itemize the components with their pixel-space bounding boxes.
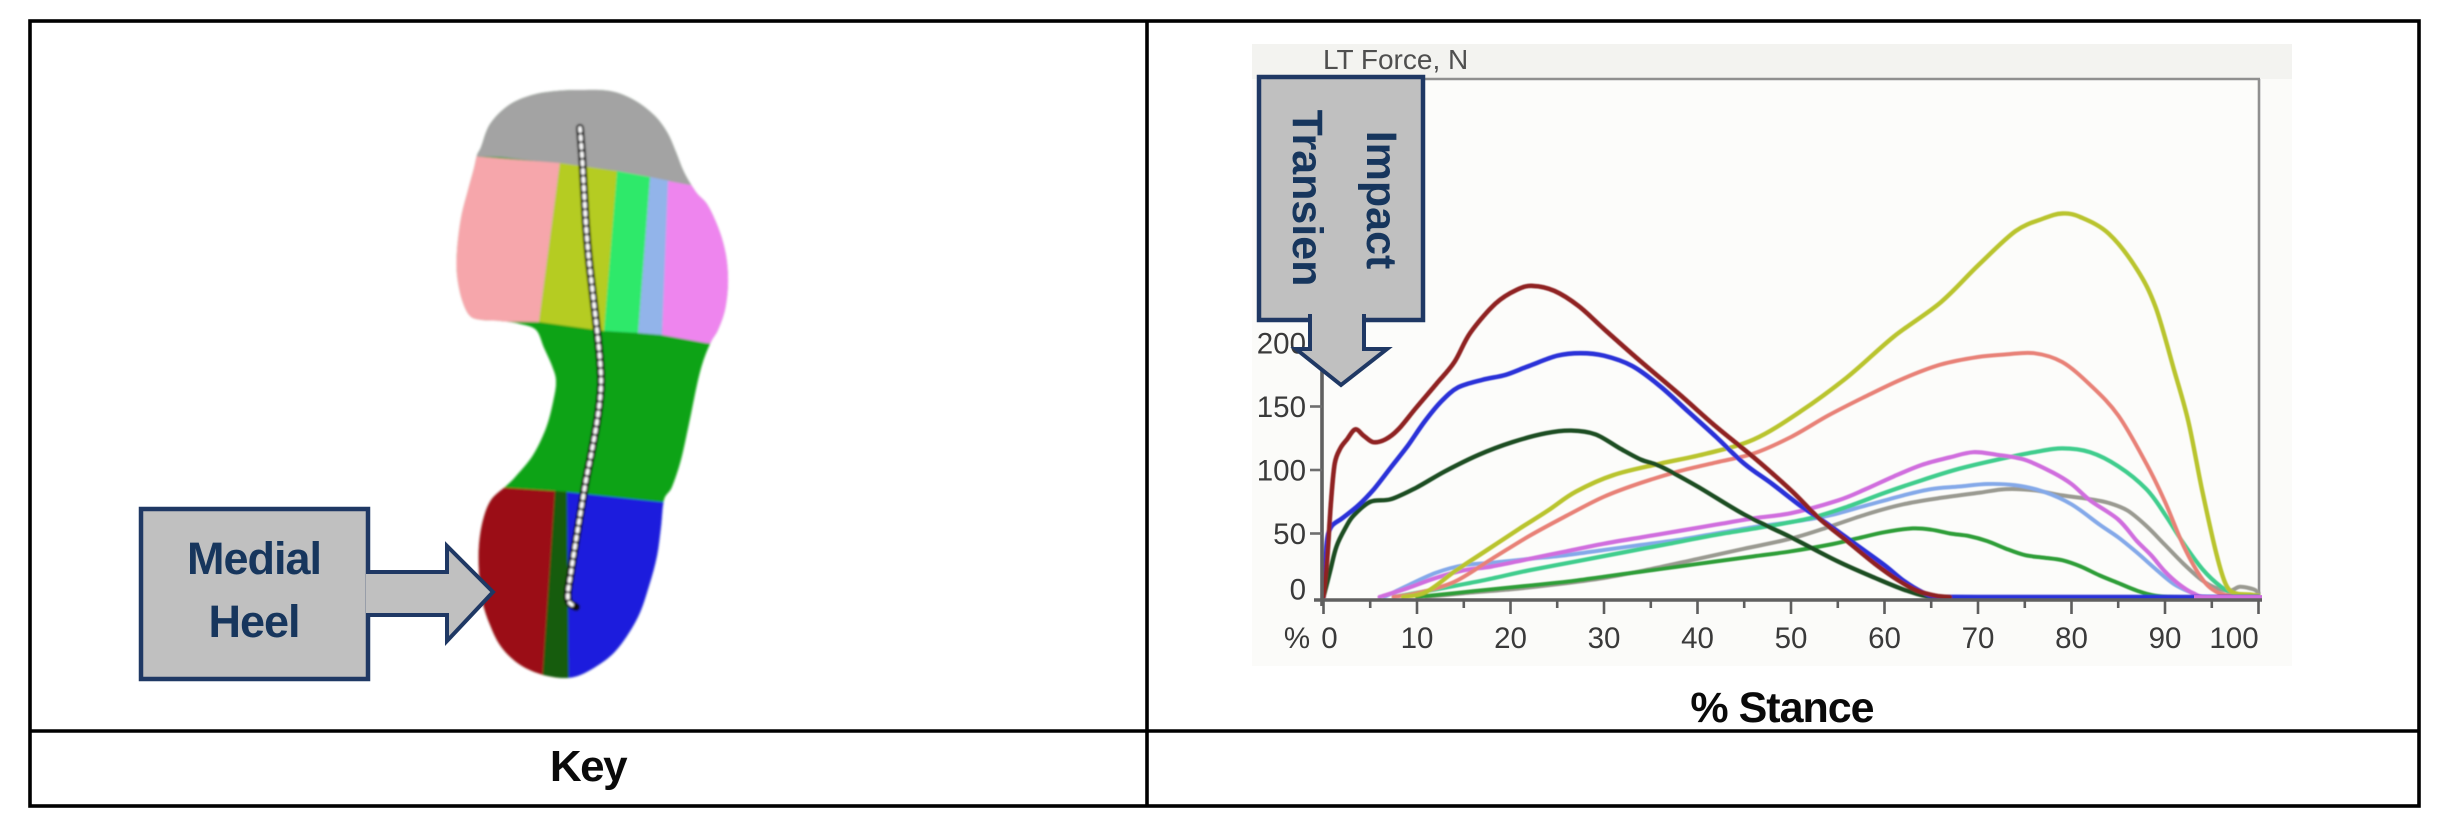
svg-text:90: 90	[2149, 622, 2182, 655]
svg-text:50: 50	[1775, 622, 1808, 655]
svg-text:20: 20	[1494, 622, 1527, 655]
svg-text:200: 200	[1257, 328, 1306, 361]
svg-text:Heel: Heel	[208, 596, 299, 647]
svg-text:10: 10	[1401, 622, 1434, 655]
svg-text:100: 100	[2209, 622, 2258, 655]
svg-text:70: 70	[1962, 622, 1995, 655]
svg-text:Transien: Transien	[1283, 110, 1331, 287]
svg-text:100: 100	[1257, 455, 1306, 488]
svg-text:150: 150	[1257, 391, 1306, 424]
svg-text:Medial: Medial	[187, 533, 321, 584]
svg-text:80: 80	[2055, 622, 2088, 655]
svg-text:Impact: Impact	[1357, 131, 1405, 270]
svg-text:30: 30	[1588, 622, 1621, 655]
svg-text:LT Force, N: LT Force, N	[1323, 44, 1468, 75]
svg-text:% Stance: % Stance	[1690, 684, 1873, 732]
svg-text:Key: Key	[550, 742, 628, 791]
svg-text:60: 60	[1868, 622, 1901, 655]
svg-text:0: 0	[1321, 622, 1337, 655]
svg-text:0: 0	[1290, 574, 1306, 607]
svg-text:50: 50	[1273, 518, 1306, 551]
svg-text:%: %	[1284, 622, 1310, 655]
svg-text:40: 40	[1681, 622, 1714, 655]
